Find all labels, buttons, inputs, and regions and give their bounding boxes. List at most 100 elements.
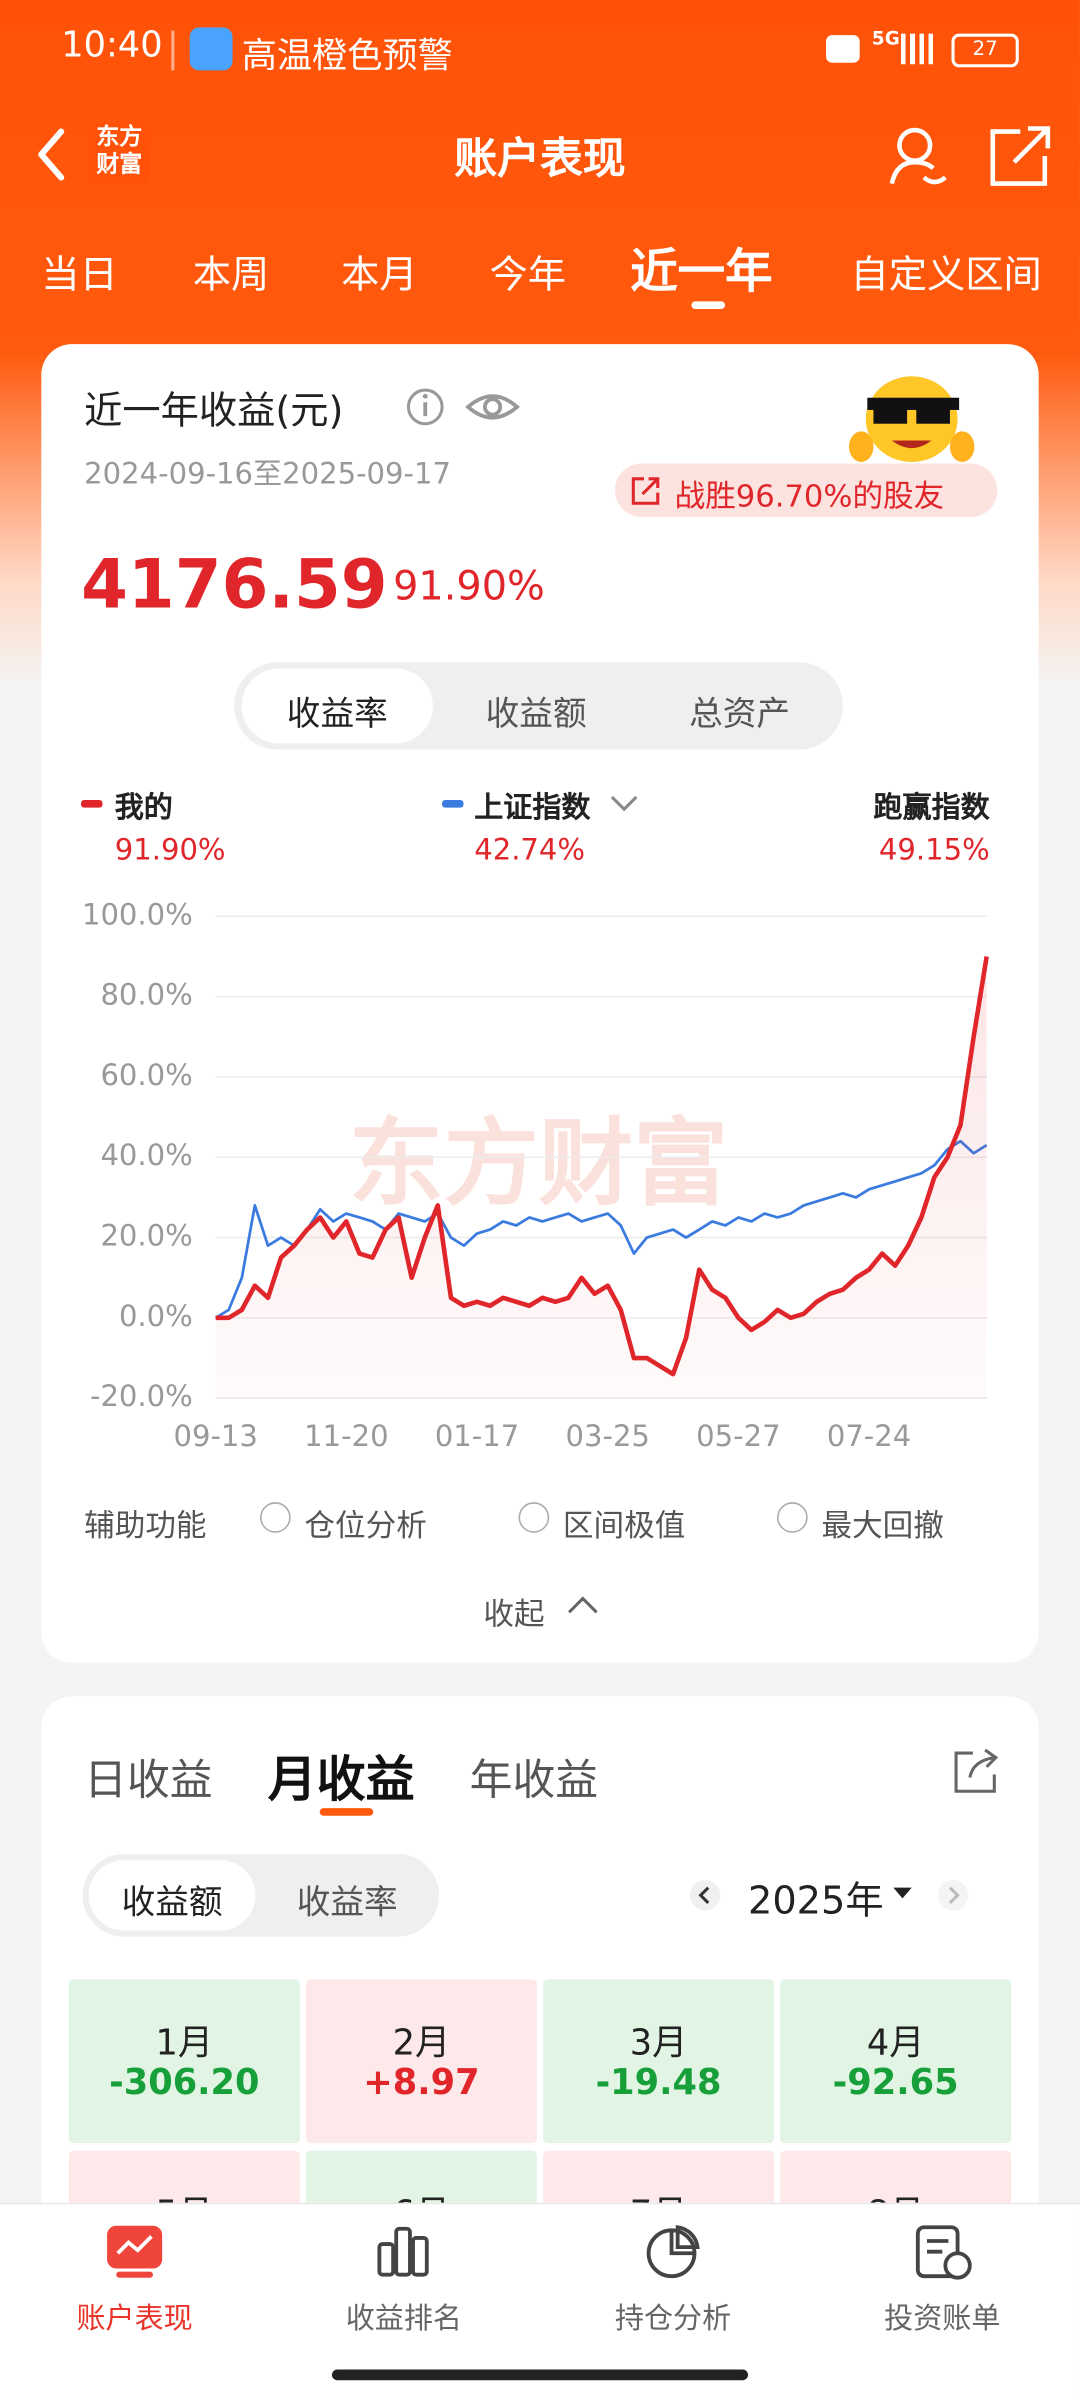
y-tick-label: 40.0% (100, 1138, 192, 1172)
period-tab[interactable]: 当日 (41, 252, 118, 297)
user-icon[interactable] (884, 122, 951, 189)
total-amount: 4176.59 (81, 546, 388, 625)
returns-tab-active[interactable]: 月收益 (267, 1749, 415, 1809)
collapse-button[interactable]: 收起 (483, 1595, 545, 1633)
period-tab[interactable]: 本周 (192, 252, 270, 297)
mode-tab[interactable]: 收益率 (296, 1884, 398, 1923)
legend-name[interactable]: 上证指数 (474, 790, 591, 825)
line-chart: 东方财富 -20.0% 0.0% 20.0% 40.0% 60.0% 80.0% 100.0… (82, 897, 989, 1453)
month-cell[interactable]: 4月 -92.65 (780, 1979, 1012, 2144)
summary-card (41, 344, 1039, 1663)
divider (171, 30, 175, 71)
share-icon[interactable] (987, 122, 1054, 189)
date-range: 2024-09-16至2025-09-17 (84, 457, 452, 492)
area (215, 956, 987, 1399)
x-tick-label: 07-24 (827, 1419, 911, 1453)
legend-name[interactable]: 我的 (114, 790, 173, 825)
metric-tab[interactable]: 总资产 (689, 696, 791, 735)
month-value: +8.97 (363, 2063, 480, 2104)
legend-value: 91.90% (114, 833, 226, 868)
legend-value: 42.74% (474, 833, 586, 868)
nav-icon (377, 2226, 429, 2277)
logo: 东方 财富 (88, 122, 150, 184)
nav-label: 投资账单 (884, 2302, 1001, 2336)
month-cell[interactable]: 3月 -19.48 (543, 1979, 775, 2144)
period-tab[interactable]: 今年 (489, 252, 567, 297)
metric-tab[interactable]: 收益额 (485, 696, 587, 735)
period-tab[interactable]: 自定义区间 (850, 252, 1042, 297)
emoji (848, 376, 975, 462)
rank-text: 战胜96.70%的股友 (674, 477, 945, 514)
tab-indicator (319, 1808, 374, 1816)
nav-item[interactable]: 收益排名 (269, 2204, 538, 2357)
watermark: 东方财富 (349, 1109, 728, 1219)
mode-tab[interactable]: 收益额 (121, 1884, 223, 1923)
tool-option[interactable]: 最大回撤 (821, 1506, 944, 1544)
month-value: -92.65 (832, 2063, 959, 2104)
summary-title: 近一年收益(元) (84, 388, 344, 433)
network: 5G (871, 27, 900, 49)
nav-item[interactable]: 持仓分析 (538, 2204, 807, 2357)
y-tick-label: 0.0% (119, 1299, 193, 1333)
month-value: -306.20 (109, 2063, 260, 2104)
excess-value: 49.15% (878, 833, 990, 868)
radio[interactable] (518, 1502, 550, 1533)
y-tick-label: -20.0% (90, 1379, 193, 1413)
dropdown-icon[interactable] (609, 792, 640, 813)
period-tab-active[interactable]: 近一年 (630, 244, 773, 300)
collapse-icon[interactable] (566, 1592, 600, 1616)
battery: 27 (951, 33, 1019, 68)
logo-line: 东方 (96, 122, 143, 150)
x-tick-label: 09-13 (173, 1419, 257, 1453)
legend-swatch (442, 800, 464, 808)
nav-icon (915, 2225, 972, 2280)
line (214, 1139, 988, 1320)
month-label: 3月 (629, 2023, 688, 2064)
x-tick-label: 11-20 (304, 1419, 388, 1453)
nav-icon (646, 2225, 700, 2279)
nav-item[interactable]: 投资账单 (808, 2204, 1077, 2357)
prev-year[interactable] (688, 1878, 722, 1912)
month-label: 2月 (392, 2023, 451, 2064)
logo-line: 财富 (96, 149, 143, 178)
month-cell[interactable]: 2月 +8.97 (305, 1979, 537, 2144)
returns-tab[interactable]: 年收益 (469, 1754, 599, 1806)
radio[interactable] (260, 1502, 291, 1533)
radio[interactable] (777, 1502, 808, 1533)
year-selector[interactable]: 2025年 (748, 1878, 884, 1923)
nav-label: 账户表现 (76, 2302, 193, 2336)
nav-item[interactable]: 账户表现 (0, 2204, 269, 2357)
back-button[interactable] (34, 125, 71, 183)
year-dropdown[interactable] (890, 1885, 914, 1903)
month-label: 1月 (155, 2023, 214, 2064)
metric-tab[interactable]: 收益率 (286, 696, 388, 735)
metric-active (241, 668, 433, 744)
nav-icon (107, 2225, 163, 2278)
tools-label: 辅助功能 (84, 1506, 207, 1544)
signal (900, 33, 938, 65)
legend-swatch (81, 800, 103, 808)
month-cell[interactable]: 1月 -306.20 (68, 1979, 300, 2144)
tab-indicator (691, 301, 726, 309)
rank-badge[interactable] (614, 463, 998, 518)
hd-icon (826, 35, 860, 63)
info-eye-icons[interactable] (404, 385, 520, 428)
export-icon[interactable] (951, 1747, 1000, 1796)
y-tick-label: 20.0% (100, 1219, 192, 1253)
status-notice: 高温橙色预警 (241, 36, 453, 77)
page-title: 账户表现 (454, 133, 626, 184)
tool-option[interactable]: 区间极值 (562, 1506, 686, 1544)
weather-icon (189, 27, 233, 71)
status-time: 10:40 (61, 26, 163, 66)
y-tick-label: 60.0% (100, 1058, 192, 1092)
y-tick-label: 100.0% (82, 897, 193, 931)
nav-label: 收益排名 (345, 2302, 462, 2336)
tool-option[interactable]: 仓位分析 (304, 1506, 427, 1544)
total-rate: 91.90% (393, 564, 545, 611)
returns-tab[interactable]: 日收益 (84, 1754, 213, 1806)
period-tab[interactable]: 本月 (341, 252, 418, 297)
next-year[interactable] (936, 1878, 970, 1912)
y-tick-label: 80.0% (100, 978, 192, 1012)
